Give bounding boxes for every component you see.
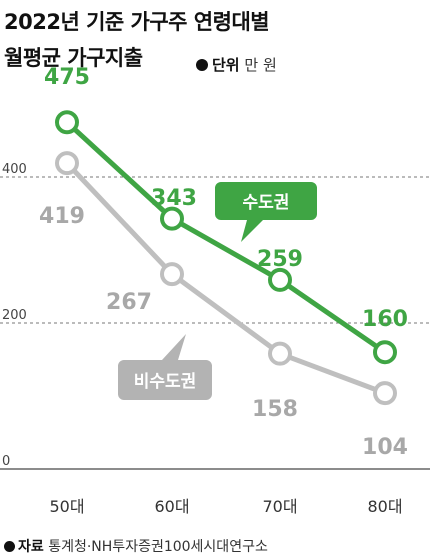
x-tick-label: 70대 [262,497,297,516]
legend-label-capital: 수도권 [243,193,290,213]
data-point-capital [268,267,292,292]
series-line-noncapital [65,161,386,396]
legend-callout-noncapital [118,334,212,400]
bullet-icon [4,541,15,552]
source-label: 자료 [18,539,44,555]
data-point-noncapital [55,151,79,176]
title-line-2: 월평균 가구지출 [4,46,143,70]
title-line-1: 2022년 기준 가구주 연령대별 [4,10,270,34]
data-label-capital: 160 [362,307,408,332]
data-label-noncapital: 267 [106,290,152,315]
data-label-noncapital: 419 [39,204,85,229]
data-label-noncapital: 104 [362,435,408,460]
data-label-noncapital: 158 [252,397,298,422]
data-label-capital: 343 [151,186,197,211]
y-tick-label: 200 [2,308,27,323]
chart-title: 2022년 기준 가구주 연령대별 월평균 가구지출 [4,4,270,76]
x-tick-label: 80대 [367,497,402,516]
source-note: 자료 통계청·NH투자증권100세시대연구소 [4,536,268,556]
source-text: 통계청·NH투자증권100세시대연구소 [48,539,268,555]
data-point-capital [373,340,397,365]
data-label-capital: 475 [44,65,90,90]
x-tick-label: 50대 [49,497,84,516]
data-point-noncapital [373,381,397,406]
y-tick-label: 0 [2,454,10,469]
unit-value: 만 원 [244,56,277,74]
data-point-noncapital [160,262,184,287]
data-point-capital [160,206,184,231]
bullet-icon [196,59,208,71]
x-tick-label: 60대 [154,497,189,516]
legend-label-noncapital: 비수도권 [134,372,197,392]
unit-label: 단위 [212,56,240,74]
unit-note: 단위 만 원 [196,54,277,75]
data-label-capital: 259 [257,247,303,272]
data-point-capital [55,110,79,135]
series-line-capital [65,120,387,355]
y-tick-label: 400 [2,162,27,177]
data-point-noncapital [268,341,292,366]
legend-callout-capital [215,182,317,242]
